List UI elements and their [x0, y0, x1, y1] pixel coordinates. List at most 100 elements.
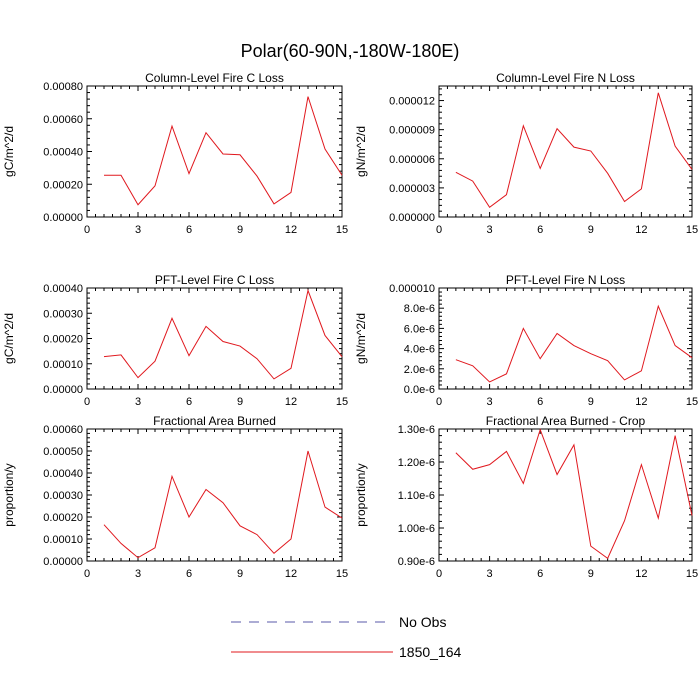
y-tick-label: 0.00040	[43, 147, 83, 159]
legend-entry-1: No Obs	[231, 614, 446, 630]
y-tick-label: 0.000006	[389, 154, 435, 166]
y-axis-label: gC/m^2/d	[2, 126, 16, 177]
x-tick-label: 6	[537, 568, 543, 580]
x-tick-label: 15	[336, 224, 348, 236]
x-tick-label: 9	[588, 396, 594, 408]
y-tick-label: 0.000009	[389, 125, 435, 137]
x-tick-label: 15	[686, 396, 698, 408]
x-tick-label: 6	[537, 396, 543, 408]
y-axis-label: proportion/y	[354, 463, 368, 526]
plot-frame	[86, 428, 343, 562]
y-tick-label: 0.00000	[43, 384, 83, 396]
panel-title: PFT-Level Fire N Loss	[506, 273, 625, 287]
x-tick-label: 12	[285, 224, 297, 236]
x-tick-label: 0	[84, 396, 90, 408]
y-tick-label: 2.0e-6	[404, 364, 435, 376]
y-tick-label: 0.00030	[43, 490, 83, 502]
plot-frame	[438, 428, 693, 562]
x-tick-label: 9	[588, 568, 594, 580]
y-axis-label: proportion/y	[2, 463, 16, 526]
y-axis-label: gC/m^2/d	[2, 313, 16, 364]
legend-label: No Obs	[399, 614, 446, 630]
x-tick-label: 9	[237, 224, 243, 236]
y-tick-label: 0.00080	[43, 81, 83, 93]
x-tick-label: 0	[84, 568, 90, 580]
x-tick-label: 12	[635, 224, 647, 236]
panel-title: Column-Level Fire N Loss	[496, 71, 635, 85]
x-tick-label: 6	[186, 568, 192, 580]
x-tick-label: 12	[635, 396, 647, 408]
x-tick-label: 12	[285, 568, 297, 580]
x-tick-label: 15	[686, 224, 698, 236]
plot-frame	[438, 287, 693, 390]
y-tick-label: 0.00050	[43, 446, 83, 458]
plot-frame	[438, 85, 693, 218]
y-tick-label: 1.00e-6	[398, 523, 435, 535]
y-tick-label: 0.00020	[43, 512, 83, 524]
x-tick-label: 3	[135, 568, 141, 580]
x-tick-label: 0	[84, 224, 90, 236]
y-tick-label: 0.00010	[43, 359, 83, 371]
panel-6: Fractional Area Burned - Crop proportion/…	[354, 414, 698, 580]
figure-title: Polar(60-90N,-180W-180E)	[241, 41, 460, 61]
legend-label: 1850_164	[399, 644, 462, 660]
x-tick-label: 3	[135, 224, 141, 236]
x-tick-label: 9	[237, 568, 243, 580]
x-tick-label: 3	[135, 396, 141, 408]
y-tick-label: 0.00040	[43, 468, 83, 480]
series-line-1850_164	[455, 428, 693, 560]
y-tick-label: 0.00020	[43, 334, 83, 346]
x-tick-label: 0	[436, 224, 442, 236]
plot-frame	[86, 85, 343, 218]
series-line-1850_164	[103, 288, 343, 380]
legend: No Obs 1850_164	[231, 614, 462, 660]
x-tick-label: 3	[487, 568, 493, 580]
y-tick-label: 0.00060	[43, 114, 83, 126]
series-line-1850_164	[455, 92, 693, 209]
series-line-1850_164	[103, 450, 343, 559]
x-tick-label: 3	[487, 396, 493, 408]
y-tick-label: 0.90e-6	[398, 556, 435, 568]
x-tick-label: 15	[336, 568, 348, 580]
y-tick-label: 0.00000	[43, 212, 83, 224]
y-tick-label: 1.10e-6	[398, 490, 435, 502]
panel-title: Column-Level Fire C Loss	[145, 71, 284, 85]
x-tick-label: 15	[336, 396, 348, 408]
y-tick-label: 0.00010	[43, 534, 83, 546]
y-tick-label: 4.0e-6	[404, 344, 435, 356]
panel-5: Fractional Area Burned proportion/y 0 3 6 9 12…	[2, 414, 348, 580]
y-axis-label: gN/m^2/d	[354, 126, 368, 177]
y-tick-label: 0.0e-6	[404, 384, 435, 396]
series-line-1850_164	[455, 304, 693, 383]
x-tick-label: 0	[436, 568, 442, 580]
x-tick-label: 9	[237, 396, 243, 408]
y-tick-label: 0.000000	[389, 212, 435, 224]
panels-group: Column-Level Fire C Loss gC/m^2/d 0 3 6 9 12 15…	[2, 71, 698, 580]
y-tick-label: 0.000012	[389, 96, 435, 108]
x-tick-label: 6	[537, 224, 543, 236]
x-tick-label: 12	[285, 396, 297, 408]
panel-3: PFT-Level Fire C Loss gC/m^2/d 0 3 6 9 12 15 0.0…	[2, 273, 348, 408]
y-tick-label: 0.00040	[43, 283, 83, 295]
legend-entry-2: 1850_164	[231, 644, 462, 660]
y-axis-label: gN/m^2/d	[354, 313, 368, 364]
y-tick-label: 0.00020	[43, 179, 83, 191]
y-tick-label: 1.20e-6	[398, 457, 435, 469]
y-tick-label: 0.00060	[43, 424, 83, 436]
panel-title: PFT-Level Fire C Loss	[155, 273, 274, 287]
x-tick-label: 15	[686, 568, 698, 580]
x-tick-label: 12	[635, 568, 647, 580]
series-line-1850_164	[104, 96, 343, 206]
y-tick-label: 0.00000	[43, 556, 83, 568]
y-tick-label: 6.0e-6	[404, 323, 435, 335]
panel-1: Column-Level Fire C Loss gC/m^2/d 0 3 6 9 12 15…	[2, 71, 348, 236]
y-tick-label: 0.00030	[43, 308, 83, 320]
panel-title: Fractional Area Burned	[153, 414, 276, 428]
y-tick-label: 1.30e-6	[398, 424, 435, 436]
panel-2: Column-Level Fire N Loss gN/m^2/d 0 3 6 9 12 15…	[354, 71, 698, 236]
x-tick-label: 0	[436, 396, 442, 408]
x-tick-label: 9	[588, 224, 594, 236]
y-tick-label: 0.000003	[389, 183, 435, 195]
x-tick-label: 6	[186, 396, 192, 408]
